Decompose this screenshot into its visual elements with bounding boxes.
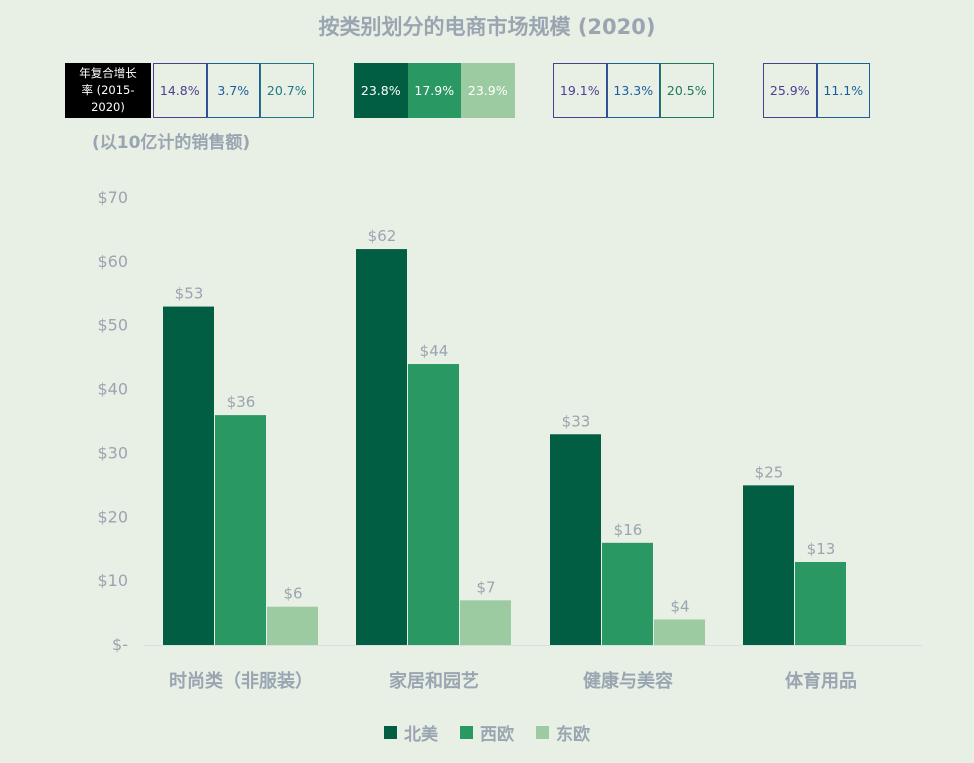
bar-value-label: $62	[368, 227, 397, 245]
cagr-label-line: 年复合增长	[79, 66, 137, 80]
y-tick-label: $40	[97, 380, 128, 399]
legend-item-north-america: 北美	[384, 720, 438, 745]
bar-value-label: $13	[807, 540, 836, 558]
bar	[654, 619, 705, 645]
y-tick-label: $10	[97, 571, 128, 590]
cagr-value-box: 20.5%	[660, 63, 714, 118]
cagr-value-box: 14.8%	[153, 63, 207, 118]
legend-label: 西欧	[480, 725, 514, 745]
bar-value-label: $33	[562, 412, 591, 430]
cagr-value-box: 19.1%	[553, 63, 607, 118]
x-category-label: 时尚类（非服装）	[169, 670, 313, 692]
cagr-value-box: 23.9%	[461, 63, 515, 118]
legend: 北美 西欧 东欧	[0, 720, 974, 745]
bar-value-label: $4	[670, 597, 689, 615]
bar-value-label: $44	[420, 342, 449, 360]
chart-title: 按类别划分的电商市场规模 (2020)	[318, 15, 656, 39]
y-tick-label: $50	[97, 316, 128, 335]
bar	[550, 434, 601, 645]
legend-swatch	[536, 726, 549, 739]
bar	[267, 606, 318, 645]
x-category-label: 健康与美容	[583, 670, 673, 692]
bar	[356, 249, 407, 646]
cagr-value-box: 11.1%	[816, 63, 870, 118]
cagr-label: 年复合增长 率 (2015- 2020)	[65, 63, 151, 118]
bar	[460, 600, 511, 645]
legend-label: 北美	[404, 725, 438, 745]
bar	[602, 542, 653, 645]
legend-item-western-europe: 西欧	[460, 720, 514, 745]
bar-value-label: $6	[283, 585, 302, 603]
legend-swatch	[384, 726, 397, 739]
unit-note: (以10亿计的销售额)	[92, 133, 251, 153]
y-tick-label: $70	[97, 188, 128, 207]
bar	[743, 485, 794, 645]
x-category-label: 体育用品	[785, 670, 857, 692]
bar-value-label: $25	[755, 463, 784, 481]
bar-value-label: $53	[175, 285, 204, 303]
bar-value-label: $16	[614, 521, 643, 539]
cagr-value-box: 20.7%	[260, 63, 314, 118]
bar-value-label: $36	[227, 393, 256, 411]
cagr-value-box: 23.8%	[354, 63, 408, 118]
bar-value-label: $7	[476, 578, 495, 596]
y-tick-label: $60	[97, 252, 128, 271]
bar	[215, 415, 266, 645]
y-tick-label: $30	[97, 443, 128, 462]
x-category-label: 家居和园艺	[389, 670, 479, 692]
bar	[408, 364, 459, 645]
bar	[163, 306, 214, 645]
legend-item-eastern-europe: 东欧	[536, 720, 590, 745]
legend-label: 东欧	[556, 725, 590, 745]
cagr-value-box: 13.3%	[606, 63, 660, 118]
y-tick-label: $20	[97, 507, 128, 526]
cagr-value-box: 17.9%	[407, 63, 461, 118]
bar	[795, 561, 846, 645]
cagr-value-box: 25.9%	[763, 63, 817, 118]
cagr-label-line: 率 (2015-	[81, 83, 135, 97]
legend-swatch	[460, 726, 473, 739]
cagr-value-box: 3.7%	[206, 63, 260, 118]
y-tick-label: $-	[112, 635, 128, 654]
cagr-label-line: 2020)	[91, 100, 125, 114]
